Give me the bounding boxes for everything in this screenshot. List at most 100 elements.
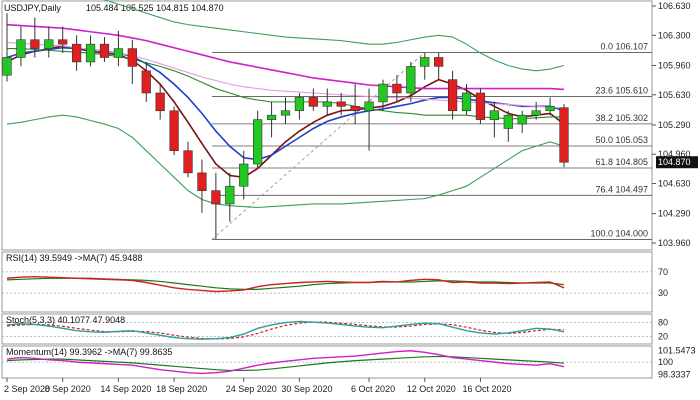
x-tick-label: 14 Sep 2020 — [100, 384, 151, 394]
ma-line-bollinger-upper — [7, 0, 565, 72]
ma-line-magenta — [6, 23, 565, 91]
ma-line-bollinger-lower — [6, 114, 565, 209]
candle-body-bull — [503, 114, 513, 129]
candle-body-bear — [169, 110, 179, 151]
last-price-label: 104.870 — [658, 157, 691, 167]
ma-line-pink — [6, 41, 565, 109]
panel-level-label: 70 — [658, 267, 668, 277]
panel-momentum: 100 101.5473 98.3337 Momentum(14) 99.3962 -… — [1, 345, 696, 380]
fib-level-label: 0.0 106.107 — [600, 41, 648, 51]
x-tick-label: 24 Sep 2020 — [226, 384, 277, 394]
panel-value-line — [6, 350, 565, 375]
panel-level-label: 30 — [658, 288, 668, 298]
panel-tick-label: 101.5473 — [658, 345, 696, 355]
candle-body-bull — [253, 119, 263, 165]
panel-rsi: 70 30 RSI(14) 39.5949 ->MA(7) 45.9488 — [1, 251, 668, 313]
panel-level-label: 20 — [658, 331, 668, 341]
main-panel-frame — [1, 0, 653, 251]
candle-body-bull — [85, 43, 96, 63]
fib-level-label: 38.2 105.302 — [595, 113, 648, 123]
candle-body-bear — [58, 39, 68, 45]
candle-body-bull — [322, 101, 332, 107]
candle-body-bull — [2, 57, 12, 76]
symbol-label: USDJPY,Daily — [4, 3, 61, 13]
panel-header: RSI(14) 39.5949 ->MA(7) 45.9488 — [6, 253, 142, 263]
y-tick-label: 105.630 — [658, 90, 691, 100]
candle-body-bear — [559, 107, 569, 163]
candle-body-bear — [197, 172, 207, 191]
candle-body-bear — [308, 97, 318, 107]
candle-body-bear — [141, 70, 151, 94]
candle-body-bear — [30, 39, 40, 49]
candle-body-bear — [155, 92, 165, 112]
candle-body-bull — [113, 48, 124, 58]
y-tick-label: 104.960 — [658, 149, 691, 159]
y-tick-label: 105.290 — [658, 120, 691, 130]
y-tick-label: 103.960 — [658, 238, 691, 248]
candle-body-bull — [378, 83, 388, 103]
candle-body-bear — [350, 106, 360, 112]
panel-ma-line — [6, 321, 565, 340]
candle-body-bull — [364, 101, 374, 112]
ohlc-header: 105.484 105.525 104.815 104.870 — [86, 3, 224, 13]
panel-header: Stoch(5,3,3) 40.1077 47.9048 — [6, 315, 125, 325]
candle-body-bull — [16, 39, 26, 58]
candle-body-bear — [211, 190, 221, 205]
ma-line-dark-red — [6, 45, 565, 179]
candle-body-bull — [225, 185, 235, 205]
candle-body-bear — [336, 101, 346, 107]
x-tick-label: 6 Oct 2020 — [351, 384, 395, 394]
panel-level-label: 100 — [658, 357, 673, 367]
candle-body-bull — [420, 57, 430, 67]
candle-body-bull — [266, 114, 277, 120]
y-tick-label: 106.300 — [658, 30, 691, 40]
candle-body-bull — [294, 97, 305, 112]
fib-level-label: 23.6 105.610 — [595, 86, 648, 96]
candle-body-bear — [392, 83, 402, 94]
candle-body-bull — [44, 39, 54, 49]
y-tick-label: 104.630 — [658, 179, 691, 189]
panel-value-line — [6, 320, 565, 340]
candle-body-bull — [531, 110, 541, 116]
y-tick-label: 104.290 — [658, 209, 691, 219]
y-tick-label: 105.960 — [658, 60, 691, 70]
candle-body-bear — [434, 57, 444, 67]
x-tick-label: 18 Sep 2020 — [156, 384, 207, 394]
candle-body-bear — [99, 43, 110, 58]
panel-value-line — [6, 275, 565, 293]
fib-diagonal — [211, 52, 426, 240]
panel-frame — [1, 251, 653, 313]
indicator-panels: 70 30 RSI(14) 39.5949 ->MA(7) 45.9488 80 20 S… — [1, 251, 696, 380]
candle-body-bear — [447, 79, 458, 112]
candle-body-bull — [239, 163, 249, 187]
panel-tick-label: 98.3337 — [658, 370, 691, 380]
panel-ma-line — [6, 355, 565, 372]
main-price-panel: 106.630 106.300 105.960 105.630 105.290 104.9… — [1, 0, 698, 251]
fib-level-label: 76.4 104.497 — [595, 184, 648, 194]
candle-body-bull — [280, 110, 291, 116]
x-tick-label: 30 Sep 2020 — [281, 384, 332, 394]
candle-body-bear — [72, 43, 82, 63]
x-tick-label: 12 Oct 2020 — [407, 384, 456, 394]
candle-body-bear — [475, 92, 486, 120]
candle-body-bull — [461, 92, 472, 112]
candle-body-bear — [127, 48, 137, 67]
candle-body-bull — [406, 66, 416, 94]
candle-body-bull — [545, 106, 555, 112]
fib-level-label: 50.0 105.053 — [595, 135, 648, 145]
last-price-tag — [656, 156, 698, 169]
fib-level-label: 61.8 104.805 — [595, 157, 648, 167]
panel-header: Momentum(14) 99.3962 ->MA(7) 99.8635 — [6, 347, 172, 357]
x-tick-label: 8 Sep 2020 — [45, 384, 91, 394]
x-tick-label: 16 Oct 2020 — [462, 384, 511, 394]
panel-stochastic: 80 20 Stoch(5,3,3) 40.1077 47.9048 — [1, 313, 668, 345]
candle-body-bull — [517, 114, 527, 125]
y-tick-label: 106.630 — [658, 1, 691, 11]
panel-level-label: 80 — [658, 318, 668, 328]
candle-body-bull — [489, 110, 499, 120]
x-tick-label: 2 Sep 2020 — [4, 384, 50, 394]
fib-level-label: 100.0 104.000 — [590, 228, 648, 238]
